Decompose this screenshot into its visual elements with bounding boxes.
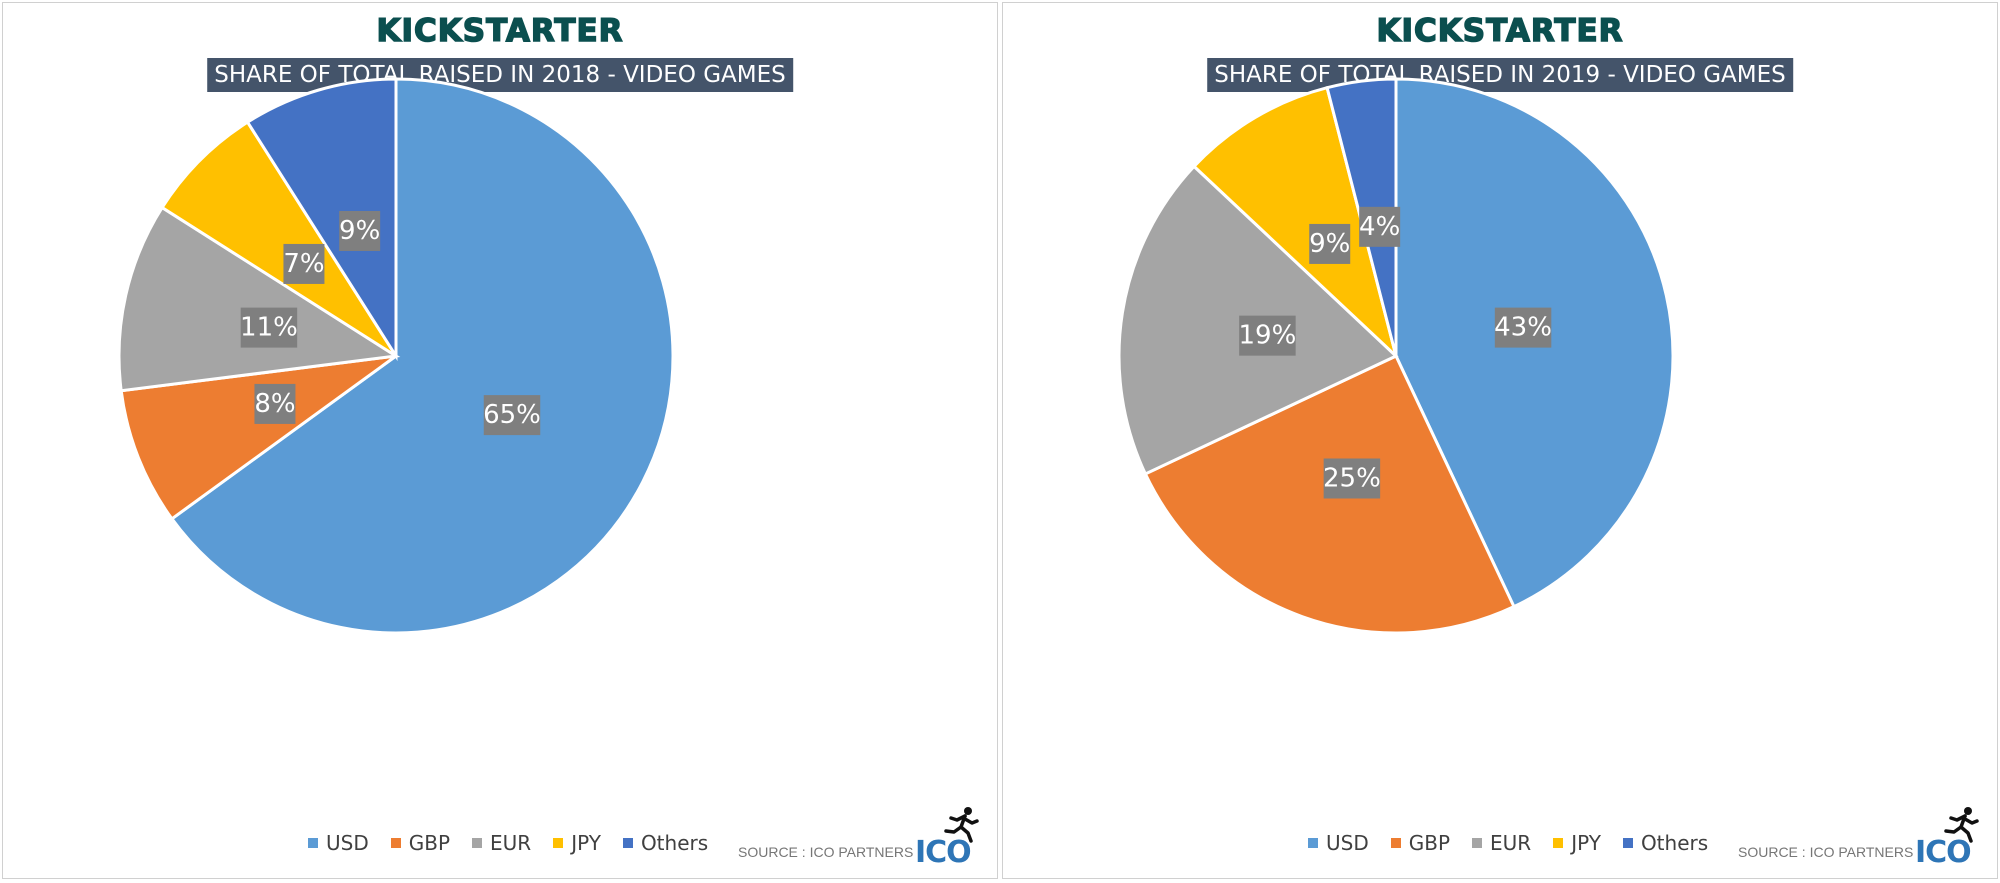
pie-slice-eur	[117, 205, 401, 393]
data-label-gbp: 8%	[254, 383, 296, 424]
legend-swatch	[553, 838, 564, 848]
kickstarter-logo: KICKSTARTER	[376, 12, 624, 50]
chart-title: SHARE OF TOTAL RAISED IN 2018 - VIDEO GA…	[207, 58, 793, 92]
data-label-others: 4%	[1359, 206, 1400, 247]
legend-item-others: Others	[622, 831, 709, 855]
legend-label: Others	[640, 831, 709, 855]
data-label-jpy: 9%	[1309, 223, 1350, 264]
ico-partners-logo: ICO	[1915, 805, 1979, 871]
data-label-eur: 11%	[240, 307, 298, 348]
svg-text:9%: 9%	[339, 216, 380, 246]
data-label-jpy: 7%	[283, 243, 325, 284]
runner-icon	[944, 807, 979, 843]
legend-label: USD	[1326, 831, 1369, 855]
chart-panel-2018: KICKSTARTER SHARE OF TOTAL RAISED IN 201…	[2, 2, 998, 879]
legend-swatch	[1390, 838, 1401, 848]
legend-swatch	[1622, 838, 1633, 848]
legend: USD GBP EUR JPY Others	[308, 831, 708, 855]
svg-text:19%: 19%	[1239, 321, 1297, 351]
data-label-usd: 43%	[1494, 307, 1552, 348]
legend-item-others: Others	[1622, 831, 1709, 855]
legend-item-usd: USD	[1308, 831, 1369, 855]
pie-slice-jpy	[160, 120, 398, 358]
legend-swatch	[622, 838, 633, 848]
legend-label: GBP	[408, 831, 451, 855]
legend-label: Others	[1640, 831, 1709, 855]
legend-item-gbp: GBP	[1390, 831, 1451, 855]
legend-swatch	[1472, 838, 1483, 848]
chart-title: SHARE OF TOTAL RAISED IN 2019 - VIDEO GA…	[1207, 58, 1793, 92]
ico-logo-text: ICO	[1915, 835, 1972, 870]
legend: USD GBP EUR JPY Others	[1308, 831, 1708, 855]
pie-chart-2018: 65% 8% 11% 7% 9%	[117, 77, 675, 635]
chart-panel-2019: KICKSTARTER SHARE OF TOTAL RAISED IN 201…	[1002, 2, 1998, 879]
svg-text:9%: 9%	[1309, 229, 1350, 259]
pie-slice-jpy	[1191, 85, 1399, 361]
legend-item-usd: USD	[308, 831, 369, 855]
ico-partners-logo: ICO	[915, 805, 979, 871]
pie-slice-others	[245, 77, 398, 362]
source-text: SOURCE : ICO PARTNERS	[738, 844, 914, 860]
pie-chart-2019: 43% 25% 19% 9% 4%	[1117, 77, 1675, 635]
legend-item-eur: EUR	[1472, 831, 1531, 855]
svg-text:7%: 7%	[283, 249, 324, 279]
svg-text:4%: 4%	[1359, 212, 1400, 242]
legend-item-gbp: GBP	[390, 831, 451, 855]
pie-slice-gbp	[119, 354, 397, 521]
data-label-usd: 65%	[483, 395, 541, 436]
legend-item-eur: EUR	[472, 831, 531, 855]
data-label-eur: 19%	[1239, 315, 1297, 356]
legend-swatch	[308, 838, 318, 848]
legend-label: EUR	[1490, 831, 1532, 855]
legend-label: USD	[326, 831, 369, 855]
legend-item-jpy: JPY	[553, 831, 601, 855]
legend-label: EUR	[490, 831, 532, 855]
legend-label: GBP	[1408, 831, 1451, 855]
legend-swatch	[1308, 838, 1318, 848]
pie-slice-usd	[169, 77, 675, 635]
legend-swatch	[472, 838, 483, 848]
data-label-others: 9%	[339, 210, 380, 251]
svg-text:65%: 65%	[483, 400, 541, 430]
svg-text:25%: 25%	[1323, 463, 1381, 493]
legend-item-jpy: JPY	[1553, 831, 1601, 855]
legend-label: JPY	[571, 831, 601, 855]
legend-swatch	[1553, 838, 1564, 848]
legend-swatch	[390, 838, 401, 848]
runner-icon	[1944, 807, 1979, 843]
legend-label: JPY	[1571, 831, 1601, 855]
data-label-gbp: 25%	[1323, 458, 1381, 499]
svg-text:43%: 43%	[1494, 313, 1552, 343]
source-text: SOURCE : ICO PARTNERS	[1738, 844, 1914, 860]
ico-logo-text: ICO	[915, 835, 972, 870]
svg-text:11%: 11%	[240, 313, 298, 343]
svg-text:8%: 8%	[254, 389, 295, 419]
kickstarter-logo: KICKSTARTER	[1376, 12, 1624, 50]
